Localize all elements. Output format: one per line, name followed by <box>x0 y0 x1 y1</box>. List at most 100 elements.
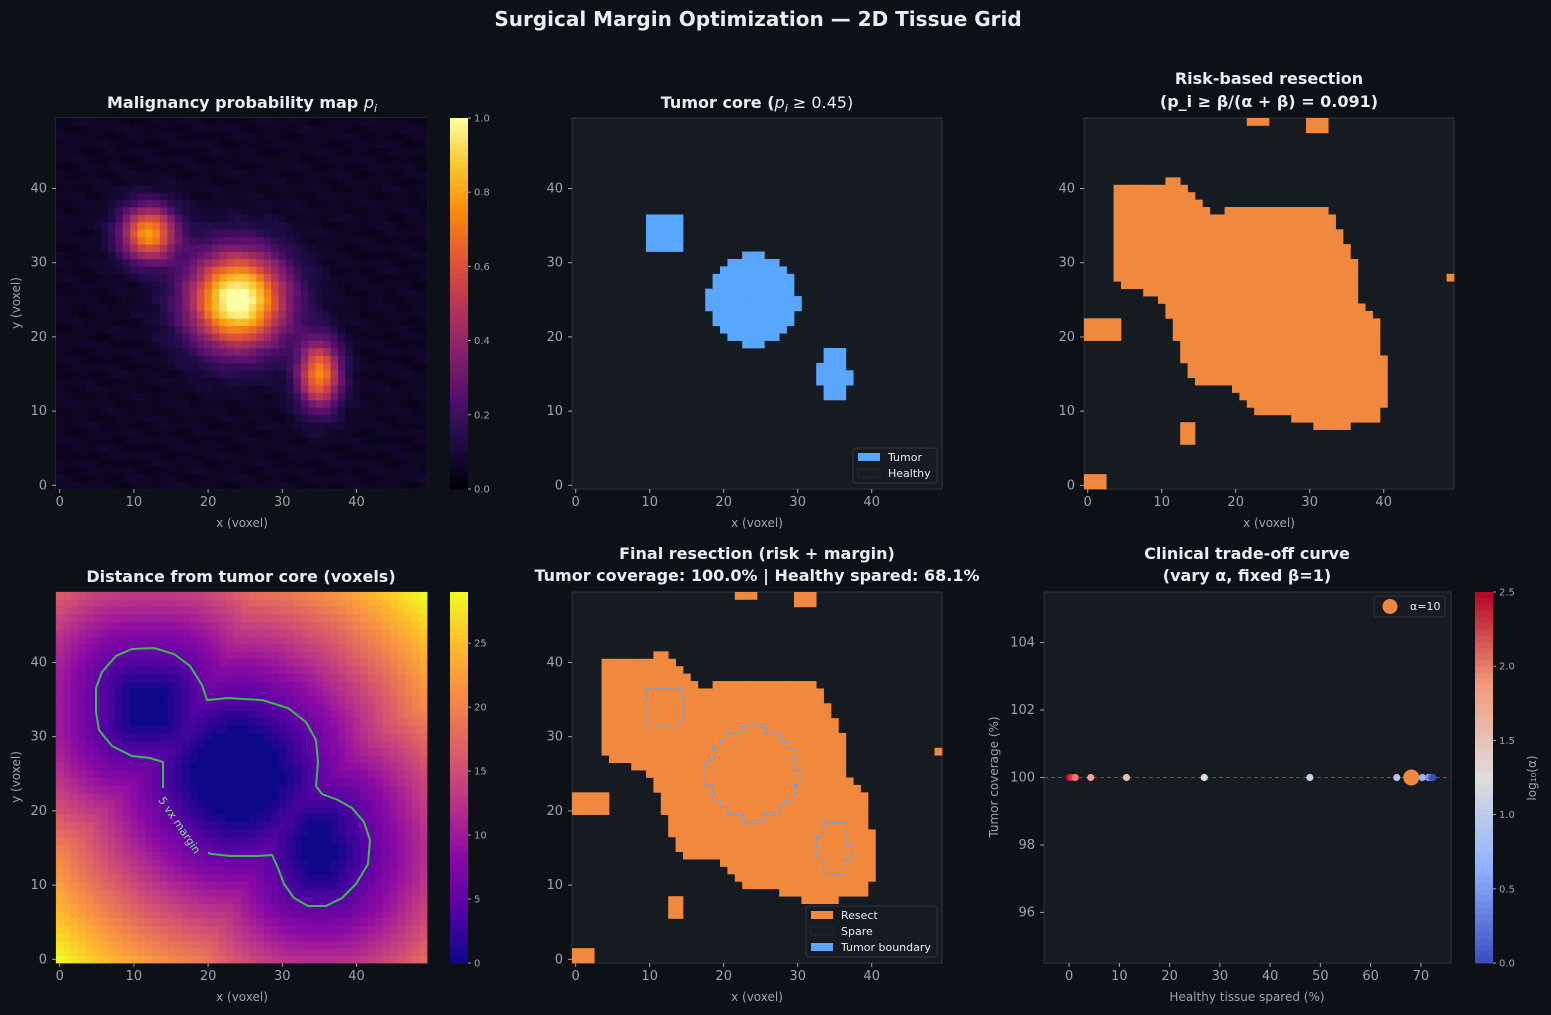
grid-cell <box>293 777 302 786</box>
grid-cell <box>196 340 205 349</box>
grid-cell <box>130 177 138 186</box>
grid-cell <box>152 318 161 327</box>
grid-cell <box>234 318 242 327</box>
grid-cell <box>204 266 213 275</box>
grid-cell <box>293 258 302 267</box>
grid-cell <box>78 474 87 482</box>
grid-cell <box>727 333 736 341</box>
grid-cell <box>115 866 124 875</box>
grid-cell <box>130 207 138 215</box>
grid-cell <box>293 244 302 252</box>
grid-cell <box>85 881 94 890</box>
grid-cell <box>78 918 87 927</box>
grid-cell <box>93 155 101 163</box>
grid-cell <box>63 474 72 482</box>
grid-cell <box>137 340 146 349</box>
grid-cell <box>293 459 302 468</box>
grid-cell <box>167 474 176 482</box>
grid-cell <box>1254 118 1262 126</box>
grid-cell <box>375 377 383 386</box>
grid-cell <box>404 829 413 838</box>
grid-cell <box>727 266 736 275</box>
grid-cell <box>323 266 331 275</box>
grid-cell <box>130 310 138 319</box>
grid-cell <box>63 807 72 815</box>
grid-cell <box>63 221 72 230</box>
grid-cell <box>204 422 213 430</box>
grid-cell <box>360 296 368 304</box>
grid-cell <box>1232 303 1240 312</box>
grid-cell <box>167 362 176 371</box>
grid-cell <box>367 155 376 163</box>
grid-cell <box>100 162 109 171</box>
grid-cell <box>137 955 146 964</box>
grid-cell <box>1209 377 1218 386</box>
grid-cell <box>115 836 124 845</box>
grid-cell <box>85 859 94 867</box>
grid-cell <box>256 258 265 267</box>
grid-cell <box>122 459 131 468</box>
grid-cell <box>345 118 354 126</box>
grid-cell <box>115 192 124 200</box>
grid-cell <box>1254 251 1262 260</box>
grid-cell <box>779 273 787 282</box>
grid-cell <box>397 777 406 786</box>
grid-cell <box>315 407 324 416</box>
grid-cell <box>382 777 391 786</box>
grid-cell <box>145 362 153 371</box>
grid-cell <box>352 392 361 401</box>
grid-cell <box>1306 296 1314 304</box>
grid-cell <box>315 125 324 134</box>
grid-cell <box>130 362 138 371</box>
grid-cell <box>1298 281 1307 290</box>
grid-cell <box>78 940 87 949</box>
grid-cell <box>1372 377 1381 386</box>
grid-cell <box>115 481 124 490</box>
grid-cell <box>293 866 302 875</box>
grid-cell <box>278 399 287 408</box>
grid-cell <box>382 799 391 808</box>
grid-cell <box>300 844 309 853</box>
grid-cell <box>115 155 124 163</box>
grid-cell <box>219 377 228 386</box>
grid-cell <box>122 822 131 830</box>
grid-cell <box>122 792 131 801</box>
grid-cell <box>226 940 235 949</box>
grid-cell <box>1150 199 1159 208</box>
grid-cell <box>419 118 428 126</box>
grid-cell <box>130 340 138 349</box>
grid-cell <box>189 385 198 393</box>
grid-cell <box>1320 377 1329 386</box>
grid-cell <box>1320 303 1329 312</box>
grid-cell <box>256 236 265 245</box>
grid-cell <box>352 140 361 149</box>
grid-cell <box>360 184 368 193</box>
grid-cell <box>56 155 64 163</box>
grid-cell <box>226 199 235 208</box>
grid-cell <box>256 437 265 445</box>
grid-cell <box>345 362 354 371</box>
grid-cell <box>248 481 257 490</box>
grid-cell <box>78 340 87 349</box>
grid-cell <box>256 162 265 171</box>
grid-cell <box>122 118 131 126</box>
grid-cell <box>404 836 413 845</box>
grid-cell <box>226 881 235 890</box>
grid-cell <box>70 207 79 215</box>
grid-cell <box>1217 348 1225 356</box>
grid-cell <box>352 318 361 327</box>
grid-cell <box>286 377 294 386</box>
grid-cell <box>345 325 354 334</box>
grid-cell <box>63 918 72 927</box>
grid-cell <box>823 385 832 393</box>
grid-cell <box>70 792 79 801</box>
grid-cell <box>93 481 101 490</box>
grid-cell <box>189 399 198 408</box>
grid-cell <box>1350 303 1359 312</box>
grid-cell <box>85 822 94 830</box>
grid-cell <box>182 333 190 341</box>
grid-cell <box>278 340 287 349</box>
grid-cell <box>93 429 101 438</box>
grid-cell <box>241 844 250 853</box>
